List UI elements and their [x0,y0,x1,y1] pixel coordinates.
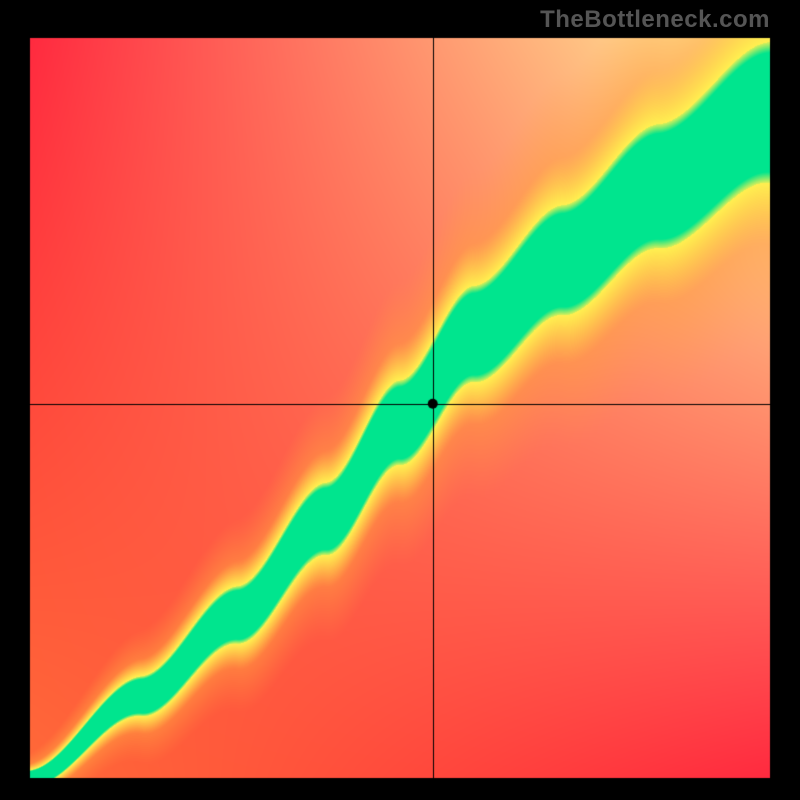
bottleneck-heatmap [0,0,800,800]
watermark-text: TheBottleneck.com [540,6,770,34]
